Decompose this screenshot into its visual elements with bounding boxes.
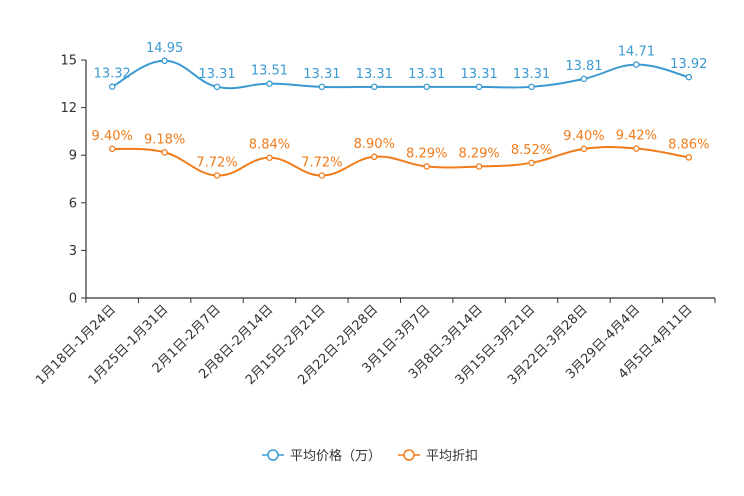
data-point[interactable]: [161, 57, 168, 65]
data-label: 7.72%: [196, 156, 237, 171]
legend-item-1[interactable]: 平均价格（万）: [262, 448, 381, 464]
y-tick-label: 15: [60, 54, 77, 69]
legend-label: 平均折扣: [426, 449, 478, 464]
data-point[interactable]: [213, 83, 221, 91]
data-point[interactable]: [528, 83, 535, 91]
data-point[interactable]: [318, 83, 326, 91]
y-tick-label: 6: [69, 196, 77, 211]
data-point[interactable]: [633, 61, 640, 68]
data-point[interactable]: [475, 83, 483, 91]
y-tick-label: 3: [69, 244, 77, 259]
data-point[interactable]: [266, 154, 273, 161]
data-point[interactable]: [633, 145, 640, 152]
data-point[interactable]: [685, 73, 693, 81]
data-point[interactable]: [423, 83, 430, 91]
data-label: 9.40%: [92, 129, 133, 144]
axes: 036912151月18日-1月24日1月25日-1月31日2月1日-2月7日2…: [33, 54, 716, 388]
data-point[interactable]: [528, 159, 535, 167]
data-point[interactable]: [580, 145, 588, 153]
data-point[interactable]: [371, 153, 378, 161]
y-tick-label: 12: [60, 101, 77, 116]
series-line-1: [111, 59, 690, 90]
data-label: 13.31: [408, 67, 445, 82]
data-point[interactable]: [108, 145, 116, 153]
data-labels: 13.32 14.95 13.31 13.51 13.31 13.31 13.31 13.31…: [92, 41, 710, 171]
legend-label: 平均价格（万）: [290, 448, 381, 464]
data-point[interactable]: [580, 75, 588, 83]
data-label: 13.32: [94, 67, 131, 82]
data-point[interactable]: [161, 149, 168, 156]
data-point[interactable]: [371, 83, 378, 91]
data-label: 13.81: [565, 59, 602, 74]
data-label: 13.31: [356, 67, 393, 82]
data-label: 8.29%: [406, 146, 447, 161]
data-label: 13.31: [198, 67, 235, 82]
data-label: 9.40%: [563, 129, 604, 144]
y-tick-label: 9: [69, 149, 77, 164]
data-label: 13.31: [513, 67, 550, 82]
data-point[interactable]: [685, 154, 693, 161]
data-label: 7.72%: [301, 156, 342, 171]
data-label: 8.84%: [249, 138, 290, 153]
data-label: 9.18%: [144, 132, 185, 147]
data-point[interactable]: [318, 172, 326, 179]
data-label: 14.95: [146, 41, 183, 56]
data-label: 8.29%: [458, 146, 499, 161]
series-layer: [108, 57, 693, 179]
data-label: 13.92: [670, 57, 707, 72]
data-label: 13.31: [461, 67, 498, 82]
data-point[interactable]: [423, 163, 430, 170]
data-point[interactable]: [213, 172, 221, 179]
data-label: 13.31: [303, 67, 340, 82]
data-label: 9.42%: [616, 129, 657, 144]
data-point[interactable]: [266, 80, 273, 87]
series-line-2: [112, 145, 689, 177]
data-label: 8.52%: [511, 143, 552, 158]
legend-marker: [267, 449, 279, 461]
data-label: 8.90%: [354, 137, 395, 152]
data-label: 8.86%: [668, 137, 709, 152]
data-point[interactable]: [108, 83, 116, 90]
legend[interactable]: 平均价格（万） 平均折扣: [262, 448, 478, 464]
y-tick-label: 0: [69, 292, 77, 307]
legend-marker: [403, 449, 415, 461]
data-label: 14.71: [618, 45, 655, 60]
data-label: 13.51: [251, 64, 288, 79]
legend-item-2[interactable]: 平均折扣: [398, 449, 478, 464]
data-point[interactable]: [475, 163, 483, 170]
